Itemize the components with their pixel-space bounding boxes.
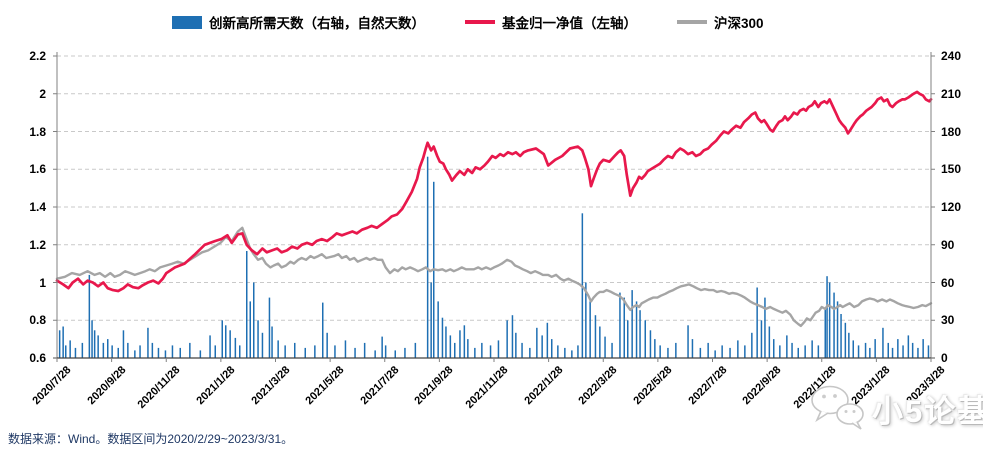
bar-swatch-icon: [172, 15, 202, 29]
gridlines: [57, 55, 931, 321]
y-axis-tick-left: 1.2: [29, 237, 46, 252]
legend-item-new-high-days: 创新高所需天数（右轴，自然天数）: [172, 12, 425, 32]
legend-item-fund-nav: 基金归一净值（左轴）: [465, 12, 637, 32]
legend-label: 基金归一净值（左轴）: [502, 16, 637, 31]
y-axis-tick-left: 1.8: [29, 124, 46, 139]
wechat-icon: [811, 385, 864, 430]
y-axis-tick-left: 2: [39, 86, 46, 101]
line-swatch-icon: [465, 20, 495, 24]
legend-label: 沪深300: [714, 16, 764, 31]
legend-label: 创新高所需天数（右轴，自然天数）: [209, 16, 425, 31]
csi300-line: [55, 226, 933, 328]
y-axis-tick-left: 0.6: [29, 351, 46, 365]
tick-marks: [53, 55, 935, 362]
y-axis-tick-right: 0: [941, 351, 948, 365]
y-axis-tick-right: 60: [941, 275, 955, 290]
y-axis-tick-right: 210: [941, 86, 962, 101]
y-axis-tick-right: 90: [941, 237, 955, 252]
data-source-note: 数据来源：Wind。数据区间为2020/2/29~2023/3/31。: [8, 432, 294, 446]
chart-legend: 创新高所需天数（右轴，自然天数） 基金归一净值（左轴） 沪深300: [172, 12, 764, 32]
fund-nav-line: [55, 90, 933, 293]
y-axis-tick-right: 240: [941, 49, 962, 63]
y-axis-tick-left: 1.4: [29, 200, 46, 214]
legend-item-csi300: 沪深300: [677, 12, 764, 32]
y-axis-tick-left: 2.2: [29, 49, 46, 63]
y-axis-tick-left: 1: [39, 275, 46, 290]
y-axis-tick-right: 150: [941, 162, 962, 177]
y-axis-tick-left: 0.8: [29, 313, 46, 328]
bars-new-high-days: [58, 156, 930, 359]
watermark: 小5论基: [808, 383, 983, 433]
y-axis-tick-left: 1.6: [29, 162, 46, 177]
y-axis-tick-right: 30: [941, 313, 955, 328]
y-axis-tick-right: 180: [941, 124, 962, 139]
line-swatch-icon: [677, 20, 707, 24]
watermark-text: 小5论基: [872, 393, 983, 429]
y-axis-tick-right: 120: [941, 200, 962, 214]
